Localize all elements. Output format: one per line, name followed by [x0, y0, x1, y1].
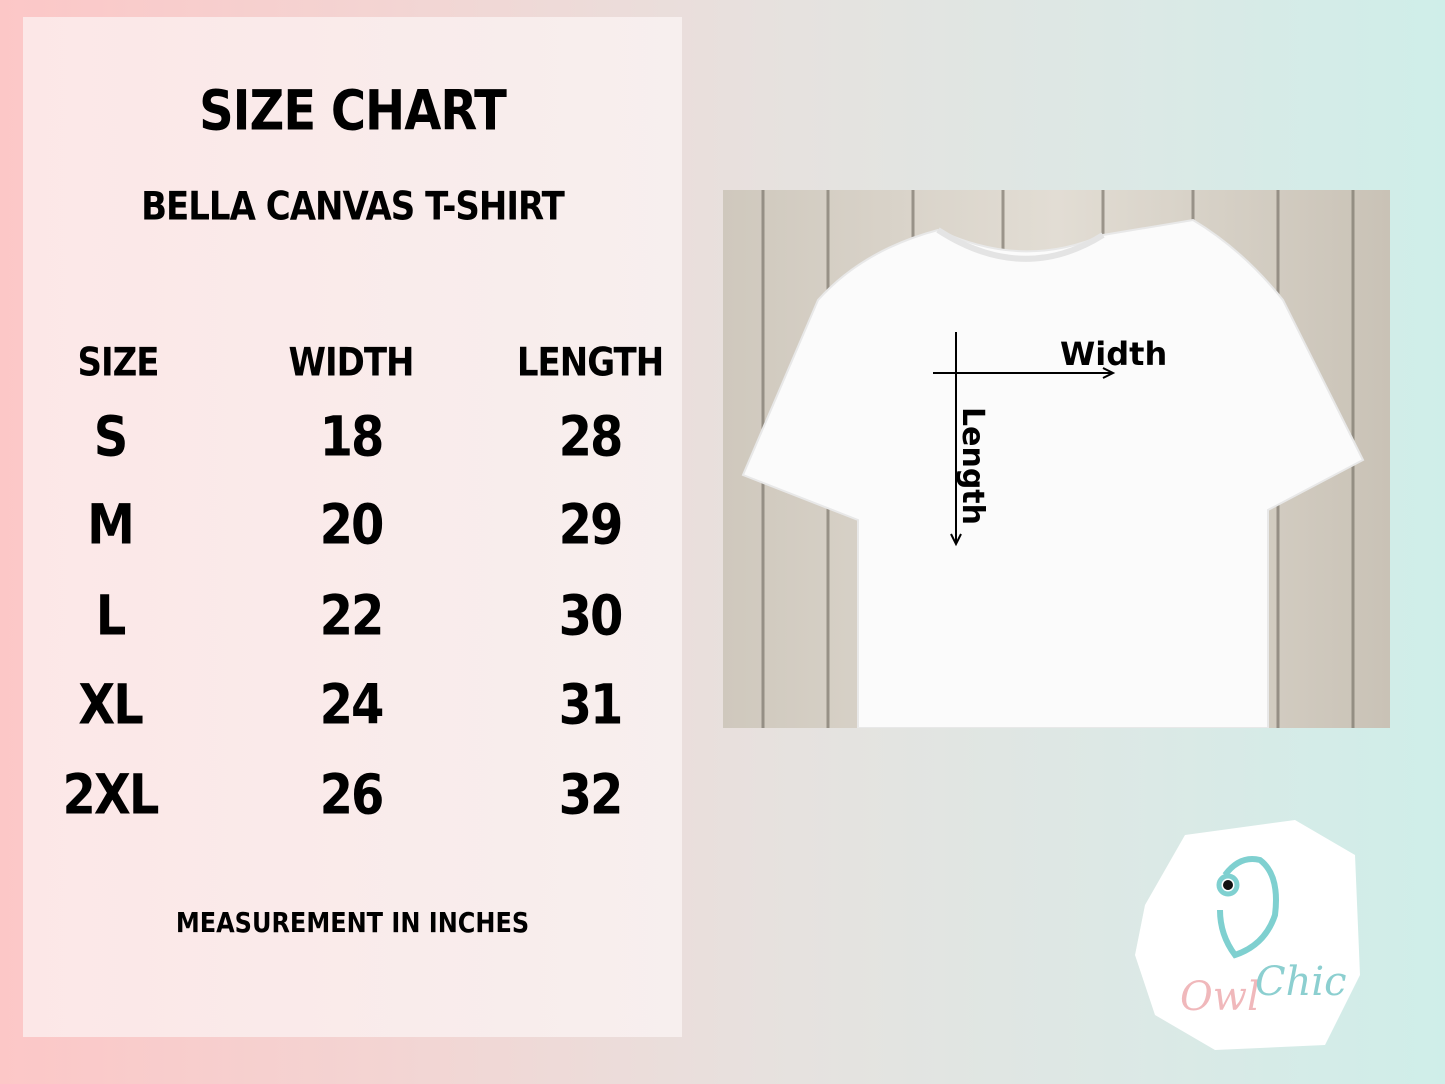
- table-cell-size: XL: [78, 672, 144, 738]
- tshirt-shape: [741, 218, 1365, 728]
- measurement-note: MEASUREMENT IN INCHES: [175, 906, 530, 940]
- table-cell-width: 18: [319, 404, 385, 470]
- column-header-length: LENGTH: [516, 340, 664, 386]
- column-header-size: SIZE: [77, 340, 159, 386]
- tshirt-photo: Width Length: [723, 190, 1390, 728]
- svg-text:Owl: Owl: [1180, 974, 1260, 1020]
- table-cell-width: 24: [319, 672, 385, 738]
- owl-icon: [1216, 856, 1279, 959]
- page-title: SIZE CHART: [199, 78, 507, 144]
- table-cell-length: 31: [558, 672, 624, 738]
- table-cell-size: S: [93, 404, 129, 470]
- column-header-width: WIDTH: [288, 340, 414, 386]
- table-cell-length: 32: [558, 762, 624, 828]
- table-cell-size: L: [95, 583, 127, 649]
- table-cell-size: M: [87, 492, 135, 558]
- table-cell-length: 29: [558, 492, 624, 558]
- table-cell-length: 28: [558, 404, 624, 470]
- table-cell-length: 30: [558, 583, 624, 649]
- width-label: Width: [1060, 335, 1167, 373]
- svg-text:Chic: Chic: [1255, 959, 1347, 1005]
- owl-chic-logo: Owl Chic: [1135, 820, 1360, 1050]
- product-subtitle: BELLA CANVAS T-SHIRT: [141, 184, 565, 230]
- table-cell-width: 26: [319, 762, 385, 828]
- table-cell-size: 2XL: [62, 762, 160, 828]
- table-cell-width: 22: [319, 583, 385, 649]
- size-chart-panel: SIZE CHART BELLA CANVAS T-SHIRT SIZE WIDT…: [23, 17, 682, 1037]
- length-label: Length: [955, 407, 990, 525]
- table-cell-width: 20: [319, 492, 385, 558]
